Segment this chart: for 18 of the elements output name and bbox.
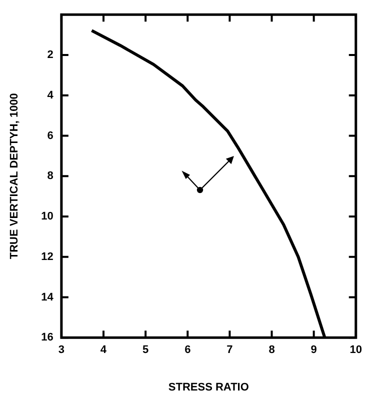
- y-tick-label: 10: [41, 210, 54, 223]
- y-tick-label: 12: [41, 250, 54, 263]
- x-tick-label: 5: [142, 344, 149, 356]
- x-tick-label: 7: [226, 344, 233, 356]
- y-tick-label: 8: [47, 170, 54, 182]
- x-tick-label: 9: [310, 344, 317, 356]
- y-tick-label: 14: [41, 291, 54, 304]
- x-tick-label: 6: [184, 344, 191, 356]
- y-tick-label: 6: [47, 130, 54, 142]
- y-tick-label: 16: [41, 332, 54, 344]
- y-tick-label: 4: [47, 89, 54, 102]
- x-tick-label: 8: [268, 344, 275, 356]
- x-tick-label: 3: [58, 344, 64, 356]
- y-tick-label: 2: [47, 49, 54, 62]
- x-tick-label: 4: [100, 344, 108, 356]
- x-axis-title: STRESS RATIO: [168, 381, 250, 394]
- y-axis-title: TRUE VERTICAL DEPTYH, 1000: [8, 93, 21, 260]
- x-tick-label: 10: [350, 344, 362, 356]
